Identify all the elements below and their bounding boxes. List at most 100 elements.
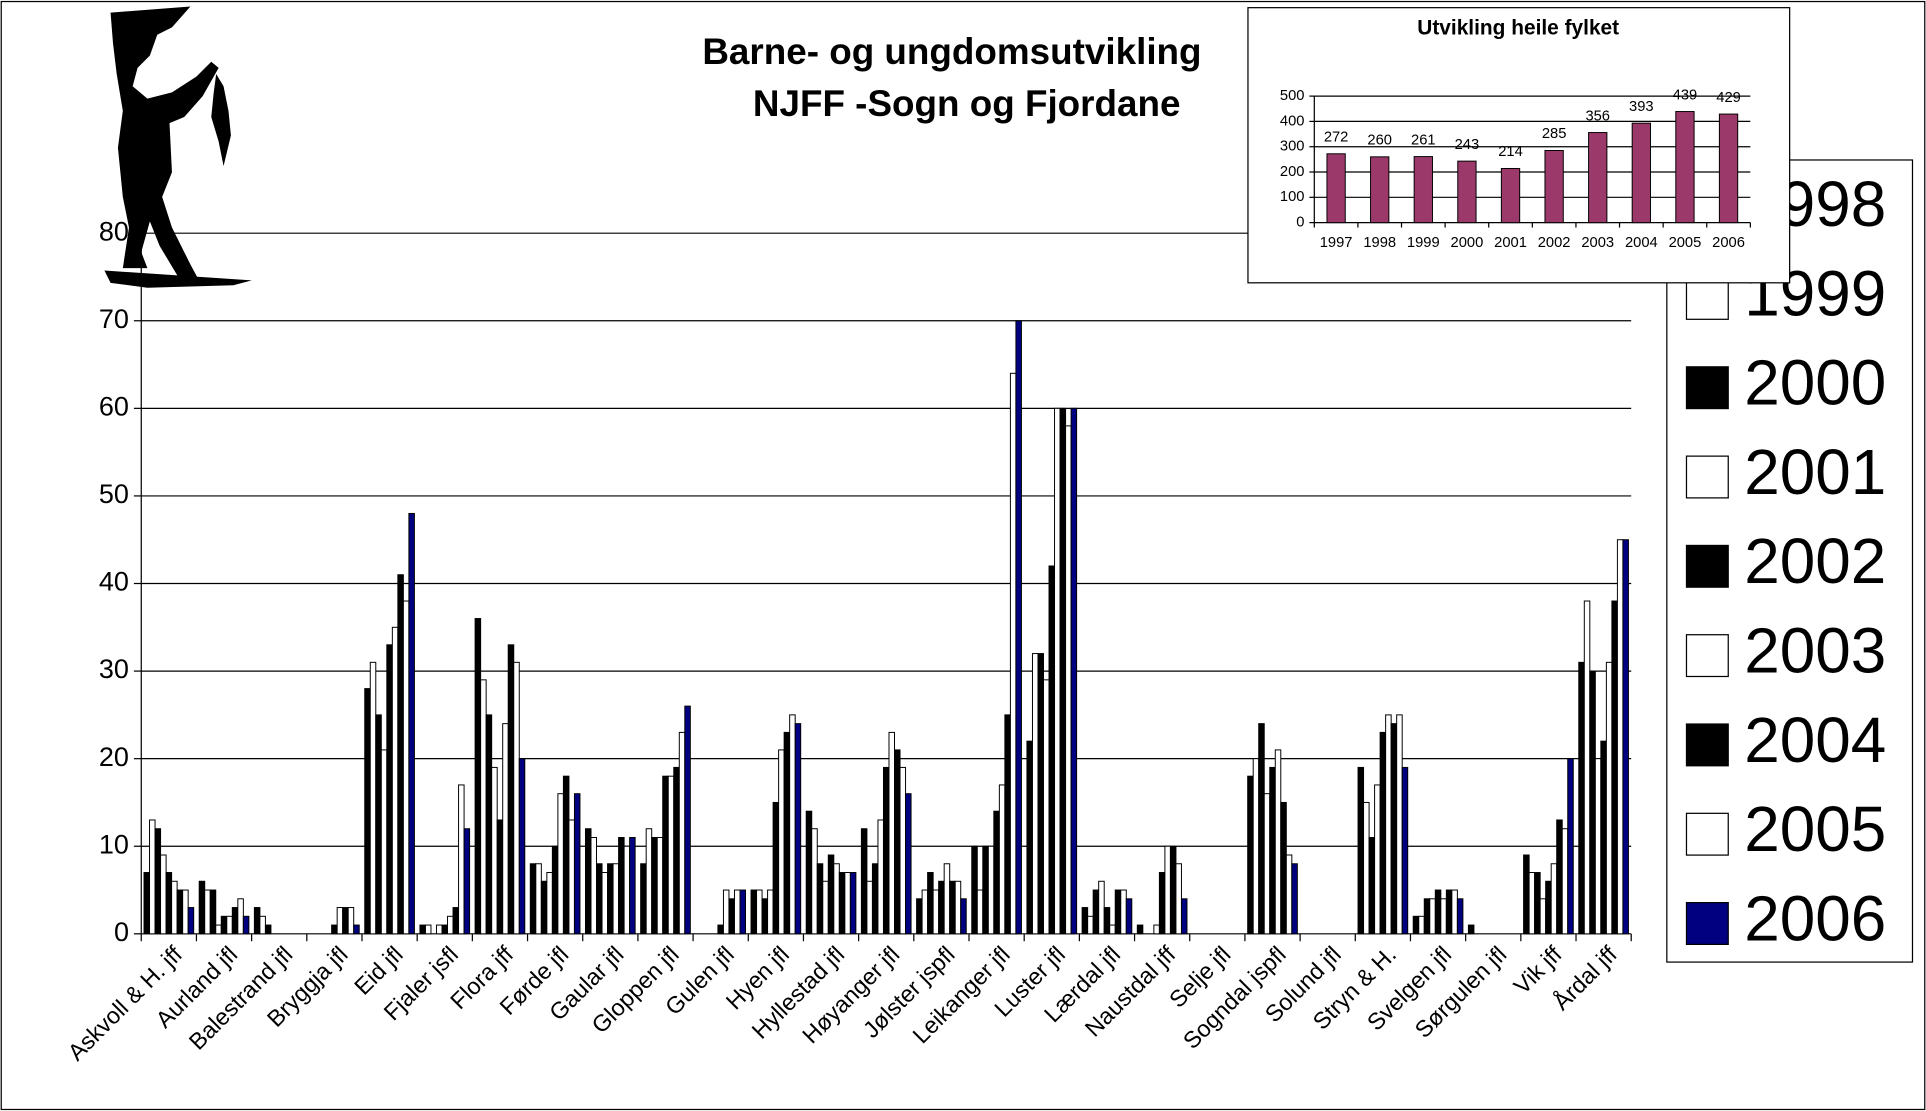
x-tick-label: 2000 (1451, 235, 1484, 251)
y-tick-label: 30 (99, 654, 129, 684)
bar (668, 776, 674, 934)
bar (950, 881, 956, 934)
bar (1601, 741, 1607, 934)
legend-swatch (1686, 545, 1728, 587)
bar (906, 794, 912, 934)
bar (541, 881, 547, 934)
inset-chart: Utvikling heile fylket 01002003004005001… (1248, 8, 1790, 283)
bar (1606, 662, 1612, 933)
bar (409, 513, 415, 933)
bar (1617, 540, 1623, 934)
bar (1327, 154, 1345, 223)
bar (381, 750, 387, 934)
bar (1446, 890, 1452, 934)
bar (1546, 881, 1552, 934)
x-tick-label: 1998 (1363, 235, 1396, 251)
bar (486, 715, 492, 934)
bar (1027, 741, 1033, 934)
bar (1380, 732, 1386, 933)
bar (481, 680, 487, 934)
bar (1623, 540, 1629, 934)
bar (1121, 890, 1127, 934)
bar (933, 890, 939, 934)
bar (784, 732, 790, 933)
bar (867, 881, 873, 934)
data-label: 260 (1367, 133, 1392, 149)
bar (464, 829, 470, 934)
bar (1060, 408, 1066, 933)
bar (1632, 123, 1650, 222)
chart-title: Barne- og ungdomsutvikling (702, 31, 1201, 72)
bar (585, 829, 591, 934)
bar (1419, 916, 1425, 934)
bar (1540, 899, 1546, 934)
bar (354, 925, 360, 934)
legend-swatch (1686, 724, 1728, 766)
bar (1371, 157, 1389, 223)
bar (1386, 715, 1392, 934)
bar (1032, 654, 1038, 934)
bar (150, 820, 156, 934)
bar (817, 864, 823, 934)
data-label: 429 (1716, 90, 1741, 106)
bar (773, 802, 779, 933)
bar (530, 864, 536, 934)
bar (1010, 373, 1016, 934)
bar (624, 846, 630, 934)
bar (365, 689, 371, 934)
bar (1055, 408, 1061, 933)
legend-label: 2002 (1744, 525, 1886, 597)
bar (398, 575, 404, 934)
y-tick-label: 100 (1280, 189, 1305, 205)
bar (563, 776, 569, 934)
bar (883, 767, 889, 933)
bar (994, 811, 1000, 934)
bar (845, 873, 851, 934)
bar (839, 873, 845, 934)
bar (597, 864, 603, 934)
chart-subtitle: NJFF -Sogn og Fjordane (753, 83, 1181, 124)
bar (514, 662, 520, 933)
bar (619, 837, 625, 933)
legend-swatch (1686, 813, 1728, 855)
legend-label: 2004 (1744, 704, 1886, 776)
bar (613, 864, 619, 934)
bar (878, 820, 884, 934)
bar (1049, 566, 1055, 934)
bar (403, 601, 409, 934)
bar (679, 732, 685, 933)
bar (161, 855, 167, 934)
bar (740, 890, 746, 934)
bar (922, 890, 928, 934)
bar (1066, 426, 1072, 934)
bar (1435, 890, 1441, 934)
bar (718, 925, 724, 934)
bar (1264, 794, 1270, 934)
bar (1424, 899, 1430, 934)
bar (1369, 837, 1375, 933)
bar (1562, 829, 1568, 934)
bar (459, 785, 465, 934)
legend-swatch (1686, 278, 1728, 320)
bar (448, 916, 454, 934)
bar (1170, 846, 1176, 934)
y-tick-label: 0 (1296, 215, 1304, 231)
bar (602, 873, 608, 934)
bar (751, 890, 757, 934)
bar (872, 864, 878, 934)
legend-label: 2001 (1744, 436, 1886, 508)
bar (646, 829, 652, 934)
bar (183, 890, 189, 934)
bar (1088, 916, 1094, 934)
bar (1441, 899, 1447, 934)
bar (1005, 715, 1011, 934)
data-label: 214 (1498, 144, 1523, 160)
y-tick-label: 200 (1280, 164, 1305, 180)
bar (779, 750, 785, 934)
data-label: 393 (1629, 99, 1654, 115)
bar (227, 916, 233, 934)
bar (254, 908, 260, 934)
bar (232, 908, 238, 934)
bar (1501, 168, 1519, 222)
bar (332, 925, 338, 934)
